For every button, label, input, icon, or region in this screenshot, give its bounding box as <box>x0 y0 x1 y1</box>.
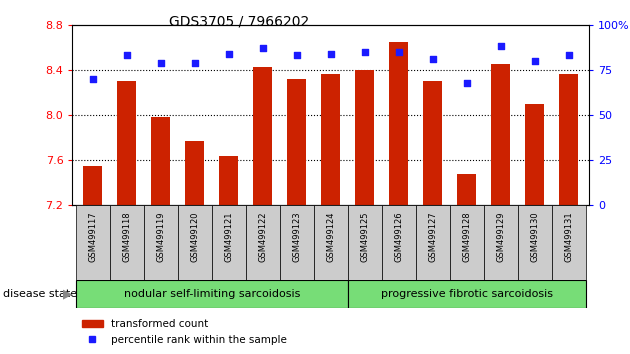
Point <box>394 49 404 55</box>
Text: GSM499131: GSM499131 <box>564 211 573 262</box>
Text: GSM499122: GSM499122 <box>258 211 267 262</box>
Point <box>326 51 336 57</box>
Point <box>190 60 200 65</box>
Bar <box>559 74 578 205</box>
Point <box>462 80 472 85</box>
Bar <box>518 205 552 280</box>
Point <box>564 53 574 58</box>
Text: GSM499119: GSM499119 <box>156 211 165 262</box>
Bar <box>110 205 144 280</box>
Bar <box>525 104 544 205</box>
Bar <box>178 205 212 280</box>
Bar <box>76 280 348 308</box>
Bar <box>382 205 416 280</box>
Text: GSM499123: GSM499123 <box>292 211 301 262</box>
Text: GSM499126: GSM499126 <box>394 211 403 262</box>
Bar <box>212 205 246 280</box>
Point <box>360 49 370 55</box>
Text: progressive fibrotic sarcoidosis: progressive fibrotic sarcoidosis <box>381 289 553 299</box>
Bar <box>423 81 442 205</box>
Bar <box>355 70 374 205</box>
Text: GDS3705 / 7966202: GDS3705 / 7966202 <box>169 14 309 28</box>
Bar <box>416 205 450 280</box>
Text: GSM499120: GSM499120 <box>190 211 199 262</box>
Point <box>292 53 302 58</box>
Bar <box>389 42 408 205</box>
Bar <box>484 205 518 280</box>
Bar <box>348 280 586 308</box>
Bar <box>219 156 238 205</box>
Bar <box>314 205 348 280</box>
Text: GSM499118: GSM499118 <box>122 211 131 262</box>
Bar <box>76 205 110 280</box>
Bar <box>151 117 170 205</box>
Text: GSM499130: GSM499130 <box>530 211 539 262</box>
Point <box>122 53 132 58</box>
Point <box>258 45 268 51</box>
Point <box>156 60 166 65</box>
Bar <box>287 79 306 205</box>
Text: GSM499127: GSM499127 <box>428 211 437 262</box>
Text: disease state: disease state <box>3 289 77 299</box>
Point <box>530 58 540 64</box>
Text: ▶: ▶ <box>63 287 73 300</box>
Bar <box>552 205 586 280</box>
Text: nodular self-limiting sarcoidosis: nodular self-limiting sarcoidosis <box>123 289 300 299</box>
Text: GSM499121: GSM499121 <box>224 211 233 262</box>
Point <box>88 76 98 82</box>
Bar <box>144 205 178 280</box>
Point <box>428 56 438 62</box>
Text: GSM499128: GSM499128 <box>462 211 471 262</box>
Bar <box>84 166 102 205</box>
Bar <box>117 81 136 205</box>
Text: GSM499124: GSM499124 <box>326 211 335 262</box>
Point <box>496 44 506 49</box>
Bar <box>450 205 484 280</box>
Legend: transformed count, percentile rank within the sample: transformed count, percentile rank withi… <box>77 315 291 349</box>
Bar <box>321 74 340 205</box>
Bar <box>348 205 382 280</box>
Text: GSM499125: GSM499125 <box>360 211 369 262</box>
Point <box>224 51 234 57</box>
Bar <box>246 205 280 280</box>
Bar <box>457 174 476 205</box>
Bar <box>253 67 272 205</box>
Text: GSM499117: GSM499117 <box>88 211 98 262</box>
Bar <box>280 205 314 280</box>
Bar <box>185 141 204 205</box>
Text: GSM499129: GSM499129 <box>496 211 505 262</box>
Bar <box>491 64 510 205</box>
